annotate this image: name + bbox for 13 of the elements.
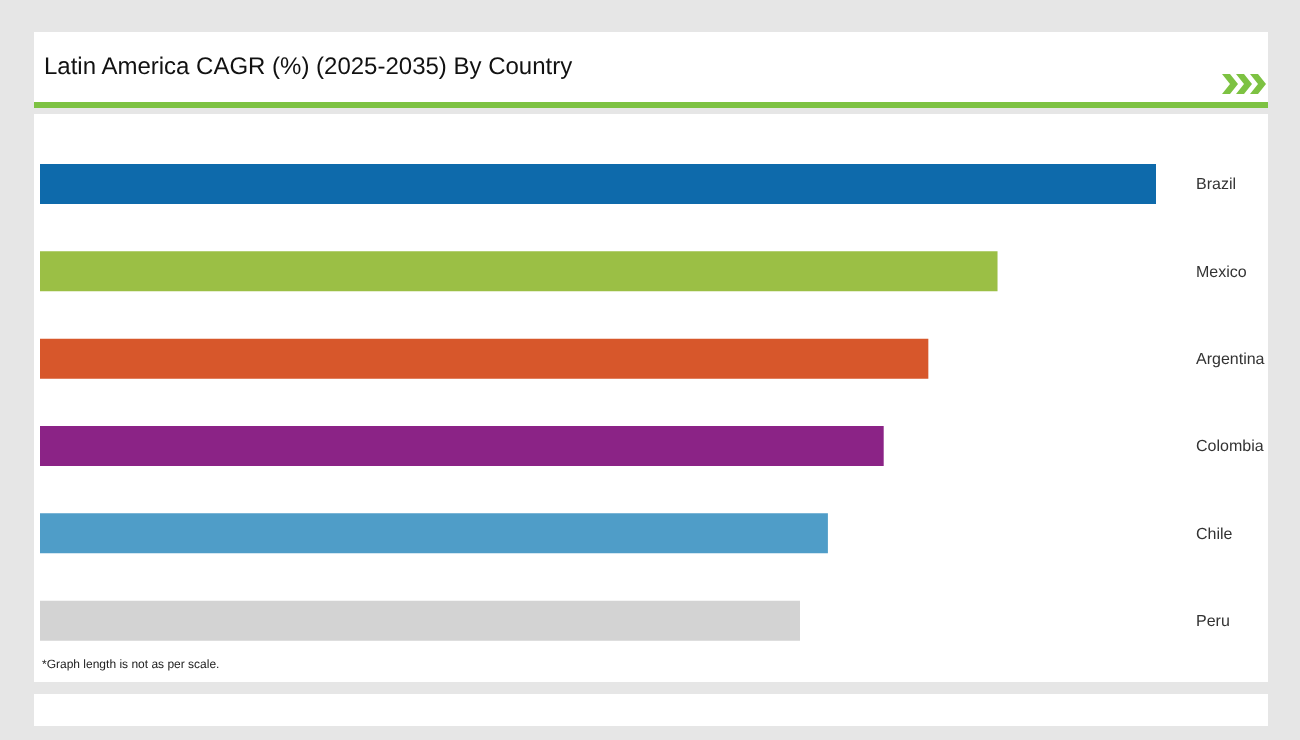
bar <box>40 513 828 554</box>
y-tick-label: Argentina <box>1196 350 1266 369</box>
bar <box>40 426 884 466</box>
y-tick-label: Peru <box>1196 612 1230 631</box>
bar <box>40 251 998 292</box>
bar <box>40 164 1156 204</box>
chart-title: Latin America CAGR (%) (2025-2035) By Country <box>44 52 573 80</box>
y-tick-label: Chile <box>1196 524 1234 543</box>
bar <box>40 600 800 641</box>
y-tick-label: Mexico <box>1196 262 1248 281</box>
y-tick-label: Colombia <box>1196 437 1265 456</box>
y-tick-label: Brazil <box>1196 175 1237 194</box>
bar <box>40 338 929 379</box>
